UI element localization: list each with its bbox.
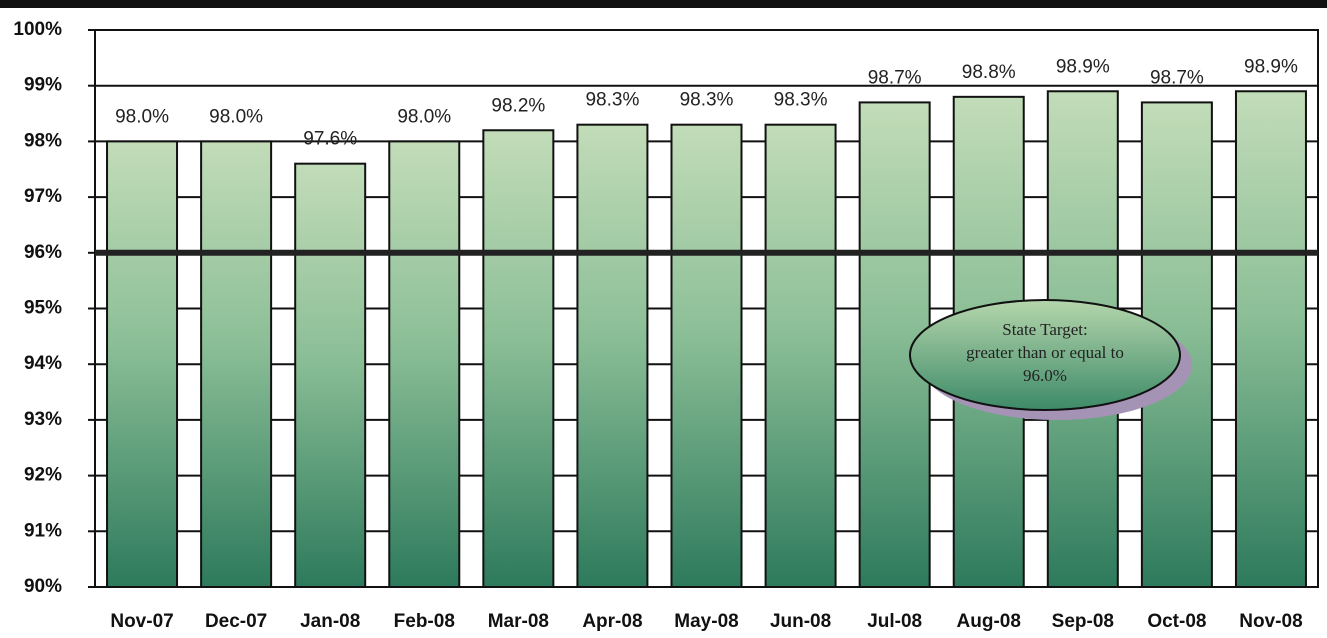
y-tick-label: 91% (24, 520, 62, 541)
bar (576, 123, 649, 588)
y-tick-label: 98% (24, 130, 62, 151)
y-tick-label: 92% (24, 465, 62, 486)
bar (482, 129, 555, 588)
callout-text: State Target: (1002, 320, 1088, 339)
y-tick-label: 96% (24, 242, 62, 263)
y-tick-label: 90% (24, 576, 62, 597)
y-tick-label: 94% (24, 353, 62, 374)
value-label: 98.9% (1056, 56, 1110, 77)
y-tick-label: 93% (24, 409, 62, 430)
value-label: 98.0% (397, 106, 451, 127)
callout-text: 96.0% (1023, 366, 1067, 385)
y-tick-label: 100% (13, 19, 62, 40)
x-tick-label: Jun-08 (770, 611, 831, 632)
value-label: 98.8% (962, 62, 1016, 83)
x-tick-label: May-08 (674, 611, 738, 632)
value-label: 98.7% (1150, 67, 1204, 88)
x-tick-label: Sep-08 (1052, 611, 1114, 632)
y-tick-label: 97% (24, 186, 62, 207)
y-tick-label: 99% (24, 75, 62, 96)
x-tick-label: Aug-08 (957, 611, 1021, 632)
bar (670, 123, 743, 588)
bars (106, 90, 1307, 589)
bar (1234, 90, 1307, 589)
value-label: 98.0% (115, 106, 169, 127)
callout (909, 299, 1181, 411)
value-label: 98.2% (491, 95, 545, 116)
value-label: 98.3% (585, 90, 639, 111)
value-label: 98.0% (209, 106, 263, 127)
bar (294, 162, 367, 588)
value-label: 98.7% (868, 67, 922, 88)
x-tick-label: Feb-08 (394, 611, 455, 632)
y-tick-label: 95% (24, 298, 62, 319)
bar (200, 140, 273, 588)
value-label: 98.9% (1244, 56, 1298, 77)
x-tick-label: Jan-08 (300, 611, 360, 632)
value-label: 97.6% (303, 129, 357, 150)
value-label: 98.3% (774, 90, 828, 111)
labels: 90% 91% 92% 93% 94% 95% 96% 97% 98% 99% 100% Nov-07… (13, 19, 1318, 632)
bar (388, 140, 461, 588)
callout-text: greater than or equal to (966, 343, 1124, 362)
x-tick-label: Mar-08 (488, 611, 549, 632)
x-tick-label: Jul-08 (867, 611, 922, 632)
bar (764, 123, 837, 588)
x-tick-label: Nov-08 (1239, 611, 1302, 632)
x-tick-label: Apr-08 (582, 611, 642, 632)
top-band (0, 0, 1327, 8)
x-tick-label: Nov-07 (110, 611, 173, 632)
bar (106, 140, 179, 588)
x-tick-label: Oct-08 (1147, 611, 1206, 632)
x-tick-label: Dec-07 (205, 611, 267, 632)
value-label: 98.3% (680, 90, 734, 111)
